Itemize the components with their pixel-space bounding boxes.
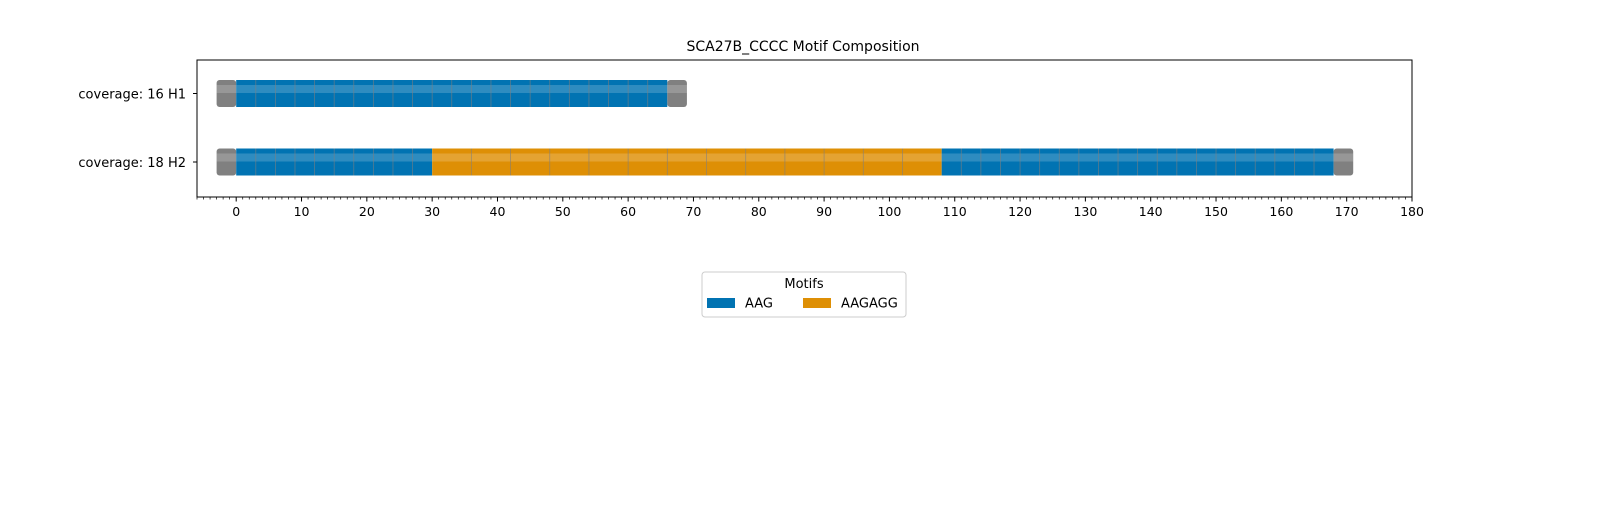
read-row: [216, 80, 687, 107]
x-tick-label: 100: [877, 204, 901, 219]
x-tick-label: 20: [359, 204, 375, 219]
legend-entry: AAG: [707, 297, 773, 312]
x-tick-label: 120: [1008, 204, 1032, 219]
legend-entry: AAGAGG: [803, 297, 898, 312]
x-tick-label: 160: [1269, 204, 1293, 219]
x-tick-label: 60: [620, 204, 636, 219]
chart-title: SCA27B_CCCC Motif Composition: [686, 39, 919, 55]
bars-layer: [216, 80, 1354, 176]
legend-title: Motifs: [784, 277, 823, 292]
row-label: coverage: 18 H2: [78, 156, 186, 171]
legend-box: [701, 271, 907, 318]
x-tick-label: 140: [1139, 204, 1163, 219]
x-tick-label: 0: [232, 204, 240, 219]
row-label: coverage: 16 H1: [78, 88, 186, 103]
x-tick-label: 80: [751, 204, 767, 219]
flank-segment: [216, 80, 237, 107]
segment-highlight: [432, 153, 942, 162]
motif-segment: [432, 148, 942, 176]
y-labels-layer: coverage: 16 H1 coverage: 18 H2: [78, 88, 197, 171]
x-tick-label: 10: [294, 204, 310, 219]
x-tick-label: 70: [685, 204, 701, 219]
x-tick-label: 30: [424, 204, 440, 219]
segment-highlight: [1333, 153, 1354, 162]
x-tick-label: 170: [1335, 204, 1359, 219]
segment-highlight: [667, 85, 687, 93]
segment-highlight: [216, 153, 237, 162]
legend-label: AAGAGG: [841, 297, 898, 312]
legend-label: AAG: [745, 297, 773, 312]
flank-segment: [667, 80, 687, 107]
flank-segment: [216, 148, 237, 176]
segment-highlight: [216, 85, 237, 93]
legend-entries: AAG AAGAGG: [707, 297, 898, 312]
x-tick-label: 110: [943, 204, 967, 219]
x-tick-label: 50: [555, 204, 571, 219]
legend-swatch: [707, 298, 735, 308]
legend: Motifs AAG AAGAGG: [701, 271, 907, 318]
x-axis: 0 10 20 30 40 50 60 70 80 90 100 110 120 130 140 150 160…: [196, 197, 1424, 219]
flank-segment: [1333, 148, 1354, 176]
x-tick-label: 150: [1204, 204, 1228, 219]
x-tick-label: 40: [490, 204, 506, 219]
x-tick-label: 90: [816, 204, 832, 219]
x-tick-label: 180: [1400, 204, 1424, 219]
read-row: [216, 148, 1354, 176]
x-tick-label: 130: [1073, 204, 1097, 219]
legend-swatch: [803, 298, 831, 308]
